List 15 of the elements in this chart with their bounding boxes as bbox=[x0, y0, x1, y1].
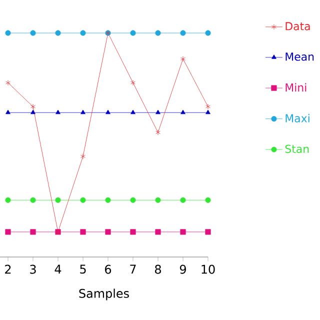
x-tick-label: 9 bbox=[180, 264, 186, 274]
x-tick-label: 8 bbox=[155, 264, 161, 274]
x-tick-label: 3 bbox=[30, 264, 36, 274]
legend-label: Data bbox=[286, 22, 310, 30]
x-tick-label: 5 bbox=[80, 264, 86, 274]
legend-label: Maxi bbox=[286, 114, 310, 122]
legend-label: Mini bbox=[286, 83, 306, 92]
x-tick-label: 4 bbox=[54, 264, 62, 274]
x-tick-label: 6 bbox=[105, 264, 112, 274]
x-tick-label: 2 bbox=[5, 264, 11, 274]
legend-label: Stan bbox=[285, 144, 309, 154]
x-tick-label: 10 bbox=[202, 264, 215, 274]
x-axis-title: Samples bbox=[79, 288, 129, 300]
legend-label: Mean bbox=[286, 52, 314, 61]
x-tick-label: 7 bbox=[130, 264, 136, 274]
